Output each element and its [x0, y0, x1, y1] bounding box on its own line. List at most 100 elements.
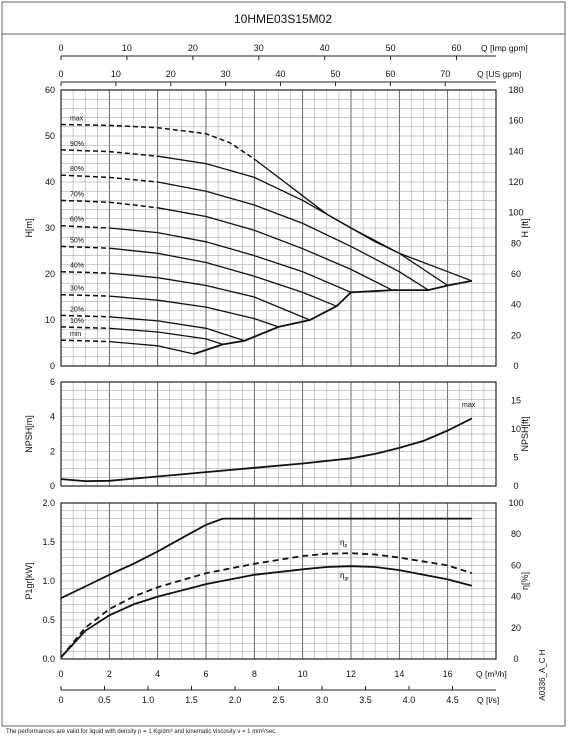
bottom-axis-m3h-label: Q [m³/h]	[476, 669, 507, 679]
curve-60pct-solid	[109, 227, 352, 293]
curve-label-max: max	[70, 116, 84, 123]
y-tick-right: 40	[511, 300, 521, 310]
top-tick-label-us: 10	[111, 69, 121, 79]
plot-area-head	[60, 89, 497, 367]
bottom-tick-label-ls: 4.0	[403, 695, 416, 705]
curve-eta-p	[60, 552, 473, 658]
label-eta-p: ηp	[340, 538, 347, 549]
curve-label-60pct: 60%	[70, 217, 84, 224]
bottom-tick-label-ls: 2.0	[229, 695, 242, 705]
y-tick-left: 0	[50, 481, 55, 491]
curve-30pct	[60, 293, 110, 297]
curve-label-50pct: 50%	[70, 237, 84, 244]
top-tick-label-imp: 0	[58, 43, 63, 53]
y-axis-label-left: P1gr[kW]	[24, 562, 34, 599]
y-tick-right: 80	[511, 238, 521, 248]
curve-40pct-solid	[109, 272, 311, 321]
y-tick-left: 10	[45, 315, 55, 325]
plot-area-npsh	[60, 381, 497, 487]
grid-head	[60, 89, 497, 367]
side-code: A0336_A_C H	[538, 649, 547, 700]
bottom-tick-label-m3h: 16	[443, 669, 453, 679]
y-axis-label-left: H[m]	[24, 219, 34, 238]
bottom-tick-label-ls: 4.5	[446, 695, 459, 705]
bottom-tick-label-ls: 1.0	[142, 695, 155, 705]
curve-20pct	[60, 314, 110, 318]
top-tick-label-imp: 60	[452, 43, 462, 53]
y-axis-label-left: NPSH[m]	[24, 415, 34, 453]
bottom-tick-label-m3h: 6	[203, 669, 208, 679]
bottom-tick-label-ls: 0.5	[98, 695, 111, 705]
bottom-tick-label-m3h: 10	[298, 669, 308, 679]
chart-title: 10HME03S15M02	[234, 12, 332, 26]
y-tick-right: 0	[513, 654, 518, 664]
y-axis-label-right: η[%]	[520, 572, 530, 590]
curve-operating-limit	[193, 280, 472, 355]
bottom-tick-label-m3h: 2	[107, 669, 112, 679]
curve-min	[60, 339, 110, 343]
curve-label-40pct: 40%	[70, 263, 84, 270]
bottom-tick-label-ls: 3.0	[316, 695, 329, 705]
top-tick-label-us: 20	[166, 69, 176, 79]
y-tick-right: 60	[511, 269, 521, 279]
top-tick-label-us: 50	[330, 69, 340, 79]
y-tick-right: 100	[508, 208, 523, 218]
curve-npsh-max	[60, 417, 473, 483]
y-tick-right: 100	[508, 498, 523, 508]
curve-label-30pct: 30%	[70, 286, 84, 293]
top-tick-label-imp: 40	[320, 43, 330, 53]
y-tick-left: 0	[50, 361, 55, 371]
curve-label-90pct: 90%	[70, 141, 84, 148]
y-tick-right: 0	[513, 361, 518, 371]
top-tick-label-imp: 50	[386, 43, 396, 53]
y-tick-right: 40	[511, 592, 521, 602]
curve-40pct	[60, 270, 110, 274]
y-tick-right: 60	[511, 560, 521, 570]
y-tick-right: 20	[511, 330, 521, 340]
y-tick-left: 40	[45, 177, 55, 187]
curve-80pct	[60, 174, 158, 183]
curve-20pct-solid	[109, 316, 245, 342]
y-tick-left: 2	[50, 446, 55, 456]
bottom-axis-ls-label: Q [l/s]	[477, 695, 499, 705]
top-tick-label-us: 60	[385, 69, 395, 79]
curve-30pct-solid	[109, 295, 279, 328]
bottom-tick-label-m3h: 12	[346, 669, 356, 679]
y-tick-right: 120	[508, 177, 523, 187]
chart-layers: 0102030405060020406080100120140160180H[m…	[24, 43, 547, 705]
grid-power	[60, 502, 497, 660]
curve-90pct	[60, 149, 158, 157]
curve-70pct	[60, 199, 158, 209]
curve-label-80pct: 80%	[70, 166, 84, 173]
y-tick-left: 30	[45, 223, 55, 233]
y-tick-right: 180	[508, 85, 523, 95]
y-tick-left: 50	[45, 131, 55, 141]
curve-label-70pct: 70%	[70, 191, 84, 198]
curve-eta-gr	[60, 565, 473, 659]
chart-frame	[1, 1, 566, 727]
y-tick-left: 2.0	[42, 498, 55, 508]
curve-10pct-solid	[109, 327, 224, 346]
curve-80pct-solid	[157, 181, 429, 291]
y-tick-left: 1.5	[42, 537, 55, 547]
top-tick-label-imp: 20	[188, 43, 198, 53]
y-tick-right: 0	[513, 481, 518, 491]
y-axis-label-right: H [ft]	[520, 218, 530, 237]
y-tick-right: 20	[511, 623, 521, 633]
top-axis-imp-label: Q [Imp gpm]	[481, 43, 528, 53]
top-tick-label-us: 40	[276, 69, 286, 79]
curve-50pct	[60, 245, 110, 249]
curve-50pct-solid	[109, 247, 337, 307]
bottom-tick-label-m3h: 0	[58, 669, 63, 679]
y-tick-right: 140	[508, 146, 523, 156]
label-eta-gr: ηgr	[340, 571, 349, 582]
y-tick-left: 6	[50, 377, 55, 387]
top-tick-label-us: 30	[221, 69, 231, 79]
y-tick-right: 80	[511, 529, 521, 539]
outer-border	[1, 1, 566, 727]
top-tick-label-us: 0	[58, 69, 63, 79]
bottom-tick-label-m3h: 8	[252, 669, 257, 679]
top-tick-label-imp: 30	[254, 43, 264, 53]
y-tick-left: 60	[45, 85, 55, 95]
curve-60pct	[60, 224, 110, 229]
